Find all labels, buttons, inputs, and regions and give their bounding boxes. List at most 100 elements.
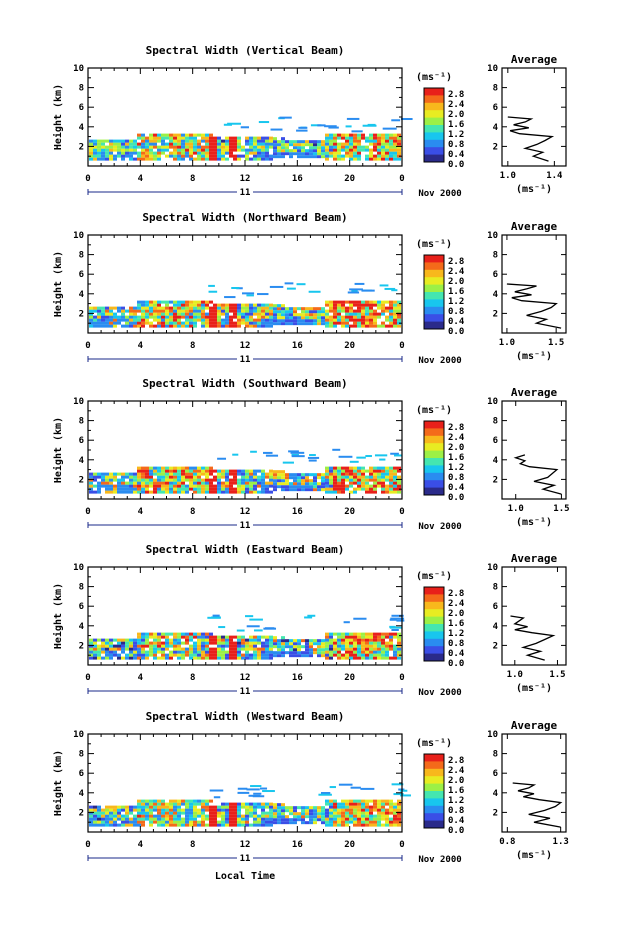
heatmap-cell <box>321 319 325 323</box>
average-title: Average <box>511 719 558 732</box>
heatmap-cell <box>217 808 221 812</box>
heatmap-cell <box>217 641 221 645</box>
heatmap-cell <box>97 154 101 158</box>
heatmap-cell <box>281 310 285 314</box>
heatmap-cell <box>149 805 153 809</box>
avg-y-tick-label: 8 <box>493 417 498 427</box>
heatmap-cell <box>379 284 389 287</box>
heatmap-cell <box>117 154 121 158</box>
colorbar-tick-label: 2.4 <box>448 100 465 110</box>
heatmap-cell <box>313 146 317 150</box>
heatmap-cell <box>165 142 169 146</box>
heatmap-cell <box>369 487 373 491</box>
heatmap-cell <box>209 632 213 636</box>
heatmap-cell <box>209 805 213 809</box>
heatmap-cell <box>369 641 373 645</box>
heatmap-cell <box>308 290 321 293</box>
heatmap-cell <box>261 306 265 310</box>
heatmap-cell <box>229 647 233 651</box>
heatmap-cell <box>125 481 129 485</box>
heatmap-cell <box>177 644 181 648</box>
heatmap-cell <box>105 321 109 325</box>
heatmap-cell <box>353 805 357 809</box>
heatmap-cell <box>345 315 349 319</box>
chart-title: Spectral Width (Southward Beam) <box>142 377 347 390</box>
heatmap-cell <box>357 481 361 485</box>
heatmap-cell <box>217 481 221 485</box>
heatmap-cell <box>389 472 393 476</box>
heatmap-cell <box>141 315 145 319</box>
colorbar-tick-label: 2.0 <box>448 776 464 786</box>
heatmap-cell <box>189 318 193 322</box>
heatmap-cell <box>149 478 153 482</box>
colorbar-segment <box>424 472 444 481</box>
heatmap-cell <box>113 823 117 827</box>
heatmap-cell <box>265 817 269 821</box>
heatmap-cell <box>93 653 97 657</box>
heatmap-cell <box>209 478 213 482</box>
heatmap-cell <box>241 490 245 494</box>
heatmap-cell <box>257 475 261 479</box>
heatmap-cell <box>109 644 113 648</box>
heatmap-cell <box>277 639 281 643</box>
heatmap-cell <box>253 475 257 479</box>
heatmap-cell <box>293 313 297 317</box>
heatmap-cell <box>129 151 133 155</box>
heatmap-cell <box>201 805 205 809</box>
heatmap-cell <box>337 309 341 313</box>
heatmap-cells <box>89 448 403 494</box>
heatmap-cell <box>313 651 317 655</box>
heatmap-cell <box>357 466 361 470</box>
heatmap-cell <box>377 136 381 140</box>
heatmap-cell <box>329 811 333 815</box>
heatmap-cell <box>389 811 393 815</box>
heatmap-cell <box>249 478 253 482</box>
heatmap-cell <box>181 490 185 494</box>
heatmap-cell <box>337 653 341 657</box>
heatmap-cell <box>161 644 165 648</box>
heatmap-cell <box>233 653 237 657</box>
heatmap-cell <box>141 650 145 654</box>
heatmap-cell <box>381 653 385 657</box>
heatmap-cell <box>277 812 281 816</box>
heatmap-cell <box>337 318 341 322</box>
heatmap-cell <box>137 635 141 639</box>
heatmap-cell <box>105 309 109 313</box>
heatmap-cell <box>293 473 297 477</box>
heatmap-cell <box>161 469 165 473</box>
heatmap-cell <box>225 321 229 325</box>
heatmap-cell <box>357 635 361 639</box>
heatmap-cell <box>265 647 269 651</box>
heatmap-cell <box>353 641 357 645</box>
heatmap-cell <box>396 619 405 622</box>
heatmap-cell <box>121 820 125 824</box>
heatmap-cell <box>233 820 237 824</box>
heatmap-cell <box>181 315 185 319</box>
heatmap-cell <box>181 466 185 470</box>
heatmap-cell <box>125 315 129 319</box>
heatmap-cell <box>285 316 289 320</box>
heatmap-cell <box>329 145 333 149</box>
heatmap-cell <box>149 650 153 654</box>
heatmap-cell <box>89 650 93 654</box>
heatmap-cell <box>117 490 121 494</box>
heatmap-cell <box>89 472 93 476</box>
heatmap-cell <box>213 306 217 310</box>
heatmap-cell <box>321 307 325 311</box>
heatmap-cell <box>277 313 281 317</box>
heatmap-cell <box>265 487 269 491</box>
colorbar-tick-label: 0.0 <box>448 826 464 836</box>
heatmap-cell <box>213 309 217 313</box>
heatmap-cell <box>273 482 277 486</box>
heatmap-cell <box>133 650 137 654</box>
heatmap-cell <box>237 823 241 827</box>
heatmap-cell <box>185 653 189 657</box>
heatmap-cell <box>281 654 285 658</box>
heatmap-cell <box>333 653 337 657</box>
heatmap-cell <box>197 139 201 143</box>
heatmap-cell <box>245 312 249 316</box>
colorbar-frame <box>423 420 445 496</box>
heatmap-cell <box>265 656 269 660</box>
heatmap-cell <box>305 473 309 477</box>
heatmap-cell <box>133 647 137 651</box>
